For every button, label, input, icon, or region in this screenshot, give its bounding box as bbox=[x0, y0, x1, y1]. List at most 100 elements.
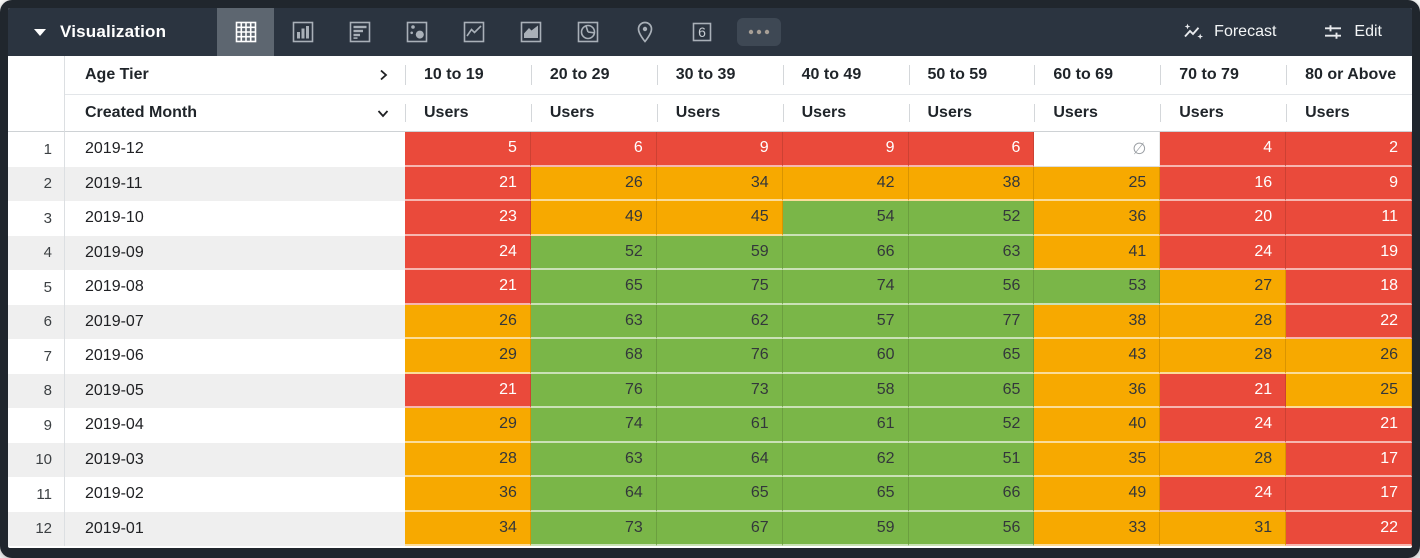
column-header[interactable]: 80 or Above bbox=[1286, 56, 1412, 95]
data-cell[interactable]: 75 bbox=[656, 270, 783, 305]
column-header[interactable]: 40 to 49 bbox=[782, 56, 909, 95]
data-cell[interactable]: 65 bbox=[782, 477, 909, 512]
data-cell[interactable]: 63 bbox=[530, 442, 657, 477]
null-cell[interactable]: ∅ bbox=[1034, 132, 1161, 167]
month-cell[interactable]: 2019-03 bbox=[65, 442, 405, 477]
month-cell[interactable]: 2019-10 bbox=[85, 209, 144, 227]
data-cell[interactable]: 24 bbox=[1160, 477, 1287, 512]
data-cell[interactable]: 65 bbox=[908, 373, 1035, 408]
measure-header[interactable]: Users bbox=[1286, 95, 1412, 132]
row-field-header[interactable]: Created Month bbox=[65, 95, 405, 132]
data-cell[interactable]: 22 bbox=[1286, 511, 1412, 546]
data-cell[interactable]: 21 bbox=[405, 373, 531, 408]
collapse-caret-icon[interactable] bbox=[34, 28, 46, 36]
data-cell[interactable]: 42 bbox=[782, 166, 909, 201]
data-cell[interactable]: 53 bbox=[1034, 270, 1161, 305]
data-cell[interactable]: 26 bbox=[530, 166, 657, 201]
measure-header[interactable]: Users bbox=[1034, 95, 1161, 132]
measure-header[interactable]: Users bbox=[530, 95, 657, 132]
data-cell[interactable]: 68 bbox=[530, 339, 657, 374]
data-cell[interactable]: 24 bbox=[1160, 235, 1287, 270]
data-cell[interactable]: 56 bbox=[908, 511, 1035, 546]
data-cell[interactable]: 61 bbox=[656, 408, 783, 443]
data-cell[interactable]: 11 bbox=[1286, 201, 1412, 236]
month-cell[interactable]: 2019-05 bbox=[65, 373, 405, 408]
data-cell[interactable]: 27 bbox=[1160, 270, 1287, 305]
measure-header[interactable]: Users bbox=[1160, 95, 1287, 132]
data-cell[interactable]: 2 bbox=[1286, 132, 1412, 167]
data-cell[interactable]: 25 bbox=[1286, 373, 1412, 408]
measure-header[interactable]: Users bbox=[908, 95, 1035, 132]
data-cell[interactable]: 40 bbox=[1034, 408, 1161, 443]
data-cell[interactable]: 19 bbox=[1286, 235, 1412, 270]
data-cell[interactable]: 9 bbox=[782, 132, 909, 167]
data-cell[interactable]: 36 bbox=[405, 477, 531, 512]
viz-type-more[interactable] bbox=[730, 8, 787, 56]
data-cell[interactable]: 26 bbox=[405, 304, 531, 339]
data-cell[interactable]: 52 bbox=[908, 201, 1035, 236]
data-cell[interactable]: 65 bbox=[656, 477, 783, 512]
viz-type-bar[interactable] bbox=[274, 8, 331, 56]
data-cell[interactable]: 51 bbox=[908, 442, 1035, 477]
data-cell[interactable]: 34 bbox=[405, 511, 531, 546]
data-cell[interactable]: 59 bbox=[782, 511, 909, 546]
data-cell[interactable]: 21 bbox=[1160, 373, 1287, 408]
data-cell[interactable]: 66 bbox=[782, 235, 909, 270]
data-cell[interactable]: 65 bbox=[530, 270, 657, 305]
month-cell[interactable]: 2019-04 bbox=[85, 416, 144, 434]
data-cell[interactable]: 49 bbox=[1034, 477, 1161, 512]
data-cell[interactable]: 26 bbox=[1286, 339, 1412, 374]
data-cell[interactable]: 29 bbox=[405, 408, 531, 443]
data-cell[interactable]: 21 bbox=[405, 166, 531, 201]
edit-button[interactable]: Edit bbox=[1322, 21, 1382, 43]
chevron-right-icon[interactable] bbox=[375, 67, 391, 83]
data-cell[interactable]: 9 bbox=[656, 132, 783, 167]
viz-type-pie[interactable] bbox=[559, 8, 616, 56]
measure-header[interactable]: Users bbox=[656, 95, 783, 132]
data-cell[interactable]: 62 bbox=[656, 304, 783, 339]
data-cell[interactable]: 35 bbox=[1034, 442, 1161, 477]
measure-header[interactable]: Users bbox=[405, 95, 531, 132]
data-cell[interactable]: 23 bbox=[405, 201, 531, 236]
data-cell[interactable]: 58 bbox=[782, 373, 909, 408]
viz-type-line[interactable] bbox=[445, 8, 502, 56]
data-cell[interactable]: 66 bbox=[908, 477, 1035, 512]
month-cell[interactable]: 2019-11 bbox=[65, 166, 405, 201]
data-cell[interactable]: 25 bbox=[1034, 166, 1161, 201]
data-cell[interactable]: 22 bbox=[1286, 304, 1412, 339]
data-cell[interactable]: 45 bbox=[656, 201, 783, 236]
data-cell[interactable]: 24 bbox=[405, 235, 531, 270]
forecast-button[interactable]: Forecast bbox=[1182, 21, 1276, 43]
data-cell[interactable]: 28 bbox=[1160, 442, 1287, 477]
data-cell[interactable]: 28 bbox=[1160, 304, 1287, 339]
data-cell[interactable]: 52 bbox=[530, 235, 657, 270]
data-cell[interactable]: 73 bbox=[530, 511, 657, 546]
data-cell[interactable]: 31 bbox=[1160, 511, 1287, 546]
month-cell[interactable]: 2019-02 bbox=[85, 485, 144, 503]
data-cell[interactable]: 57 bbox=[782, 304, 909, 339]
month-cell[interactable]: 2019-01 bbox=[65, 511, 405, 546]
data-cell[interactable]: 36 bbox=[1034, 201, 1161, 236]
viz-type-map[interactable] bbox=[616, 8, 673, 56]
data-cell[interactable]: 54 bbox=[782, 201, 909, 236]
data-cell[interactable]: 56 bbox=[908, 270, 1035, 305]
data-cell[interactable]: 21 bbox=[405, 270, 531, 305]
data-cell[interactable]: 59 bbox=[656, 235, 783, 270]
data-cell[interactable]: 67 bbox=[656, 511, 783, 546]
data-cell[interactable]: 61 bbox=[782, 408, 909, 443]
data-cell[interactable]: 76 bbox=[530, 373, 657, 408]
data-cell[interactable]: 33 bbox=[1034, 511, 1161, 546]
viz-type-area[interactable] bbox=[502, 8, 559, 56]
data-cell[interactable]: 49 bbox=[530, 201, 657, 236]
month-cell[interactable]: 2019-08 bbox=[85, 278, 144, 296]
month-cell[interactable]: 2019-09 bbox=[65, 235, 405, 270]
data-cell[interactable]: 36 bbox=[1034, 373, 1161, 408]
data-cell[interactable]: 34 bbox=[656, 166, 783, 201]
data-cell[interactable]: 28 bbox=[405, 442, 531, 477]
data-cell[interactable]: 73 bbox=[656, 373, 783, 408]
data-cell[interactable]: 17 bbox=[1286, 477, 1412, 512]
data-cell[interactable]: 21 bbox=[1286, 408, 1412, 443]
viz-type-single-value[interactable]: 6 bbox=[673, 8, 730, 56]
data-cell[interactable]: 9 bbox=[1286, 166, 1412, 201]
data-cell[interactable]: 52 bbox=[908, 408, 1035, 443]
